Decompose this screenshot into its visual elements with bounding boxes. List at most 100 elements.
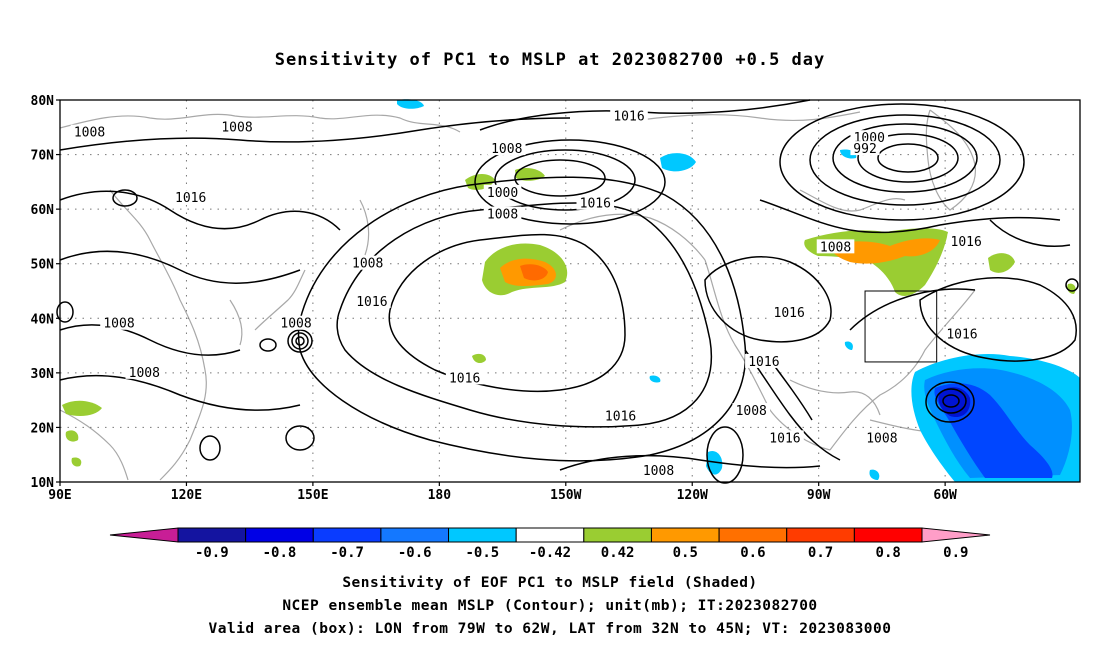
contour-label: 1008 [129, 366, 160, 381]
shade-green-west2 [65, 430, 79, 442]
lon-tick-label: 120W [677, 488, 708, 503]
longitude-labels: 90E 120E 150E 180 150W 120W 90W 60W [48, 482, 957, 503]
contour-label: 1008 [866, 431, 897, 446]
contour-low-bering-3 [474, 139, 666, 225]
colorbar-segment [245, 527, 314, 543]
contour-label-bg [850, 141, 880, 156]
contour-low-arctic-3 [832, 123, 978, 193]
contour-label-bg [487, 141, 526, 156]
contour-asia-3 [59, 324, 241, 356]
shade-cyan-small4 [869, 469, 880, 480]
contour-gulf-1 [744, 349, 841, 461]
contour-label: 1016 [449, 371, 480, 386]
coast-eurasia-north [59, 113, 461, 133]
contour-label-bg [639, 463, 678, 478]
contour-low-bering-2 [494, 149, 636, 211]
contour-label-bg [745, 353, 783, 368]
shade-orange-canada [830, 238, 940, 264]
contour-label: 1008 [103, 317, 134, 332]
lat-tick-label: 80N [31, 94, 55, 109]
contour-label: 1008 [74, 126, 105, 141]
colorbar-segment [515, 527, 585, 543]
contour-low-arctic-1 [877, 143, 939, 173]
lon-tick-label: 60W [933, 488, 957, 503]
coast-korea [229, 299, 243, 346]
contour-label: 1008 [643, 464, 674, 479]
shade-green-west [62, 400, 102, 416]
colorbar-label: -0.7 [330, 545, 364, 561]
colorbar-segment [718, 527, 788, 543]
coastlines [59, 109, 977, 481]
contour-east-1 [759, 199, 1061, 234]
map-title: Sensitivity of PC1 to MSLP at 2023082700… [274, 50, 826, 70]
contour-label: 992 [853, 142, 876, 157]
contour-small-7 [56, 301, 74, 323]
contour-label: 1000 [487, 186, 518, 201]
contour-label: 1016 [748, 355, 779, 370]
contour-arctic-top [59, 117, 571, 151]
shade-green-small [472, 353, 486, 364]
contour-hurricane-2 [935, 388, 967, 414]
colorbar-low-arrow [109, 527, 179, 543]
contour-label-bg [70, 124, 109, 139]
contour-hurricane-3 [925, 381, 975, 423]
colorbar-label: -0.9 [195, 545, 229, 561]
coast-greenland [925, 109, 977, 211]
contour-label: 1016 [951, 235, 982, 250]
contour-label-bg [947, 233, 985, 248]
colorbar-segment [650, 527, 720, 543]
contour-pacific-high-3 [297, 176, 747, 462]
contour-label-bg [816, 239, 855, 254]
coast-indochina [59, 409, 129, 481]
contour-label-bg [445, 370, 484, 385]
contour-label: 1016 [356, 295, 387, 310]
colorbar-segment [312, 527, 382, 543]
coast-japan [254, 269, 306, 331]
contour-small-3 [285, 425, 315, 451]
colorbar-label: 0.8 [876, 545, 901, 561]
color-bar: -0.9 -0.8 -0.7 -0.6 -0.5 -0.42 0.42 0.5 0.6 0.7 0.… [109, 527, 991, 561]
shade-green-west3 [71, 457, 82, 467]
contour-small-5 [1065, 278, 1079, 292]
contour-label-bg [277, 315, 315, 330]
lat-tick-label: 40N [31, 312, 55, 327]
valid-area-box [864, 290, 938, 363]
contour-small-6 [259, 338, 277, 352]
colorbar-segment [786, 527, 855, 543]
contour-label: 1008 [352, 257, 383, 272]
caption-line-1: Sensitivity of EOF PC1 to MSLP field (Sh… [342, 575, 758, 591]
contour-low-arctic-2 [857, 133, 959, 183]
shade-green-east2 [1067, 283, 1076, 294]
contour-label-bg [732, 403, 771, 418]
coast-na-east [829, 289, 976, 451]
colorbar-label: -0.5 [466, 545, 500, 561]
caption-line-3: Valid area (box): LON from 79W to 62W, L… [208, 621, 892, 637]
contour-low-arctic-4 [809, 114, 1001, 206]
sensitivity-shading [62, 99, 1080, 482]
contour-south-1 [559, 454, 821, 471]
contour-small-4 [706, 426, 744, 484]
colorbar-high-arrow [921, 527, 991, 543]
shade-darkorange-pacific [520, 264, 548, 281]
colorbar-label: 0.9 [943, 545, 968, 561]
lat-tick-label: 10N [31, 476, 55, 491]
contour-label-bg [483, 206, 522, 221]
contour-label-bg [610, 108, 648, 123]
lon-tick-label: 120E [171, 488, 202, 503]
contour-small-1 [112, 189, 138, 207]
lon-tick-label: 90E [48, 488, 71, 503]
lon-tick-label: 90W [807, 488, 831, 503]
colorbar-label: -0.8 [263, 545, 297, 561]
contour-east-2 [989, 219, 1071, 247]
contour-label: 1008 [491, 142, 522, 157]
contour-hurricane-1 [942, 394, 960, 408]
contour-label-bg [601, 408, 640, 423]
shade-cyan-small3 [844, 341, 853, 350]
contour-typhoon-2 [291, 332, 309, 350]
grid-lines [60, 100, 1080, 482]
contour-label-bg [125, 364, 164, 379]
contour-label: 1016 [613, 109, 644, 124]
shade-cyan-small2 [706, 450, 723, 475]
colorbar-segment [583, 527, 652, 543]
contour-label-bg [766, 430, 804, 445]
